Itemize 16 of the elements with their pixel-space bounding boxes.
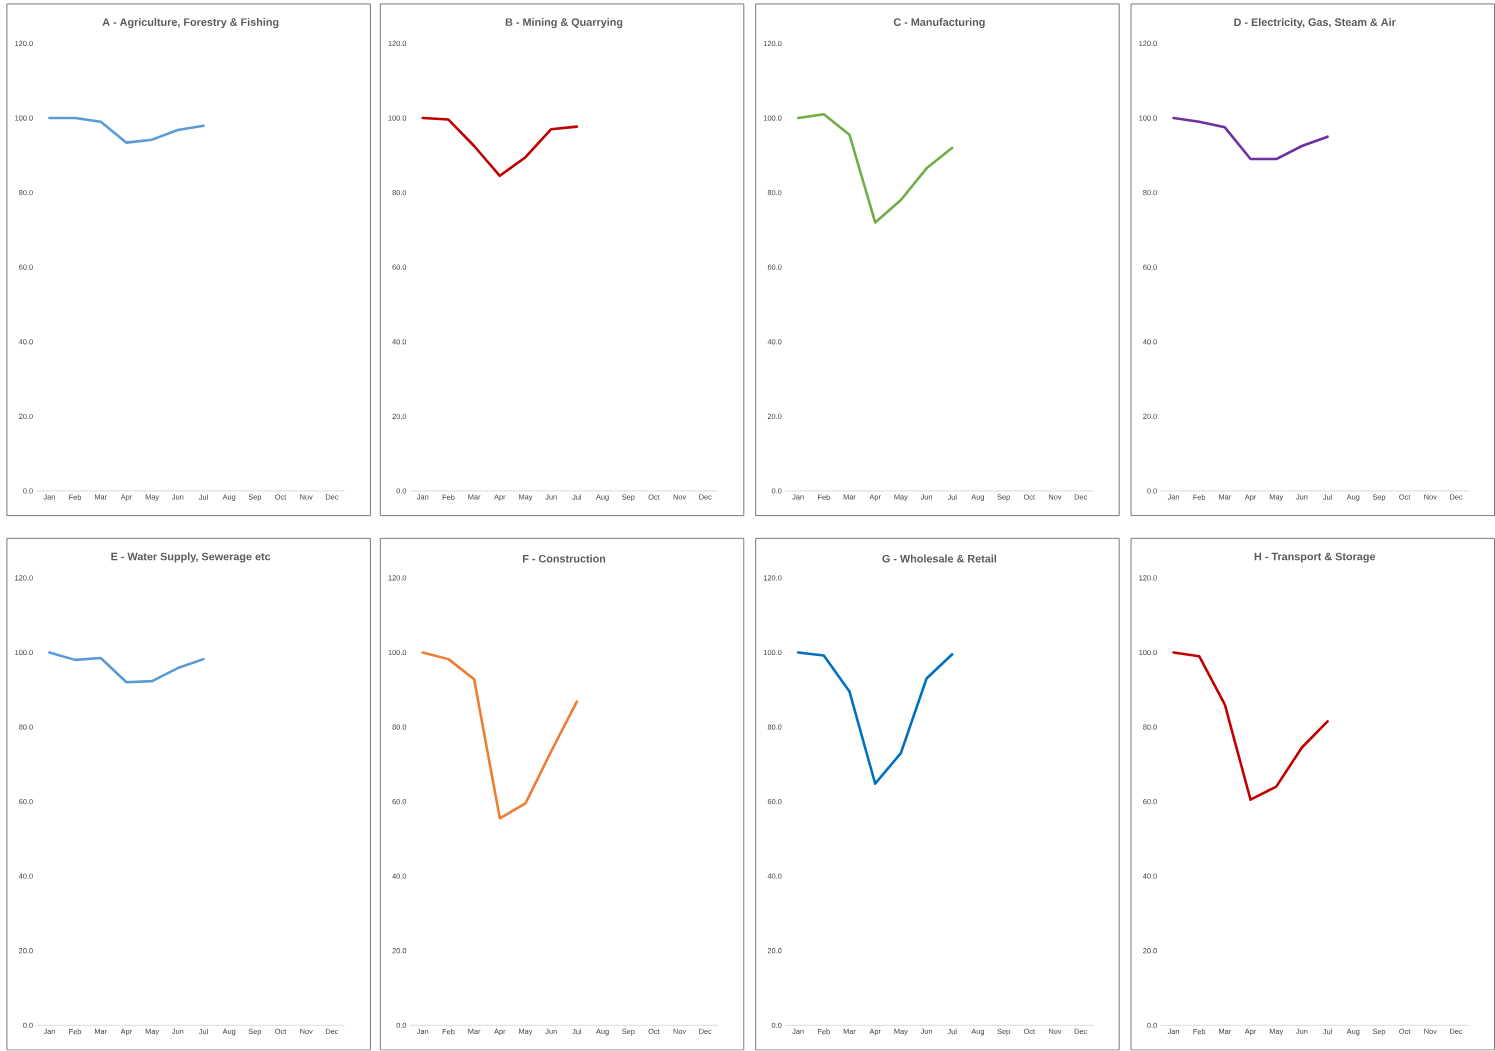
line-series (421, 116, 579, 178)
line-series (1172, 651, 1329, 802)
line-series (796, 113, 954, 224)
line-series (421, 651, 579, 820)
chart-title: E - Water Supply, Sewerage etc (111, 552, 271, 563)
chart-title: A - Agriculture, Forestry & Fishing (102, 18, 279, 29)
line-series (1172, 116, 1329, 161)
chart-title: F - Construction (522, 554, 606, 563)
chart-title: D - Electricity, Gas, Steam & Air (1234, 18, 1396, 29)
line-series (48, 116, 205, 145)
line-series (796, 651, 954, 786)
chart-title: B - Mining & Quarrying (505, 18, 623, 29)
chart-title: G - Wholesale & Retail (882, 554, 997, 563)
line-series (48, 651, 205, 684)
chart-title: C - Manufacturing (893, 18, 985, 29)
chart-title: H - Transport & Storage (1254, 552, 1376, 563)
